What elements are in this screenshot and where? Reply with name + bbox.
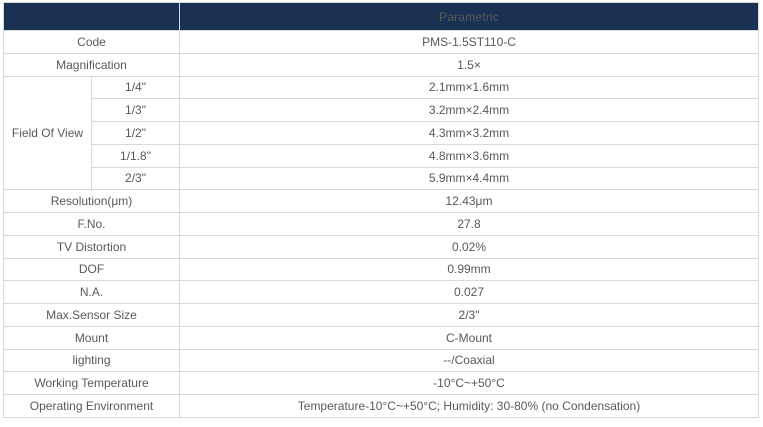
table-row: Code PMS-1.5ST110-C: [3, 30, 759, 54]
row-label-na: N.A.: [3, 280, 180, 304]
row-sublabel-fov-third: 1/3": [91, 98, 180, 122]
table-row: Mount C-Mount: [3, 325, 759, 350]
parametric-spec-table: Parametric Code PMS-1.5ST110-C Magnifica…: [3, 2, 759, 418]
row-label-code: Code: [3, 30, 180, 54]
table-row: Operating Environment Temperature-10°C~+…: [3, 394, 759, 418]
table-row: F.No. 27.8: [3, 212, 759, 236]
table-title: Parametric: [179, 2, 759, 31]
table-row: Field Of View 1/4" 2.1mm×1.6mm: [3, 75, 759, 191]
row-value-resolution: 12.43μm: [179, 189, 759, 213]
table-row: Magnification 1.5×: [3, 52, 759, 77]
row-label-magnification: Magnification: [3, 52, 180, 77]
row-value-mount: C-Mount: [179, 325, 759, 350]
table-row: Max.Sensor Size 2/3": [3, 303, 759, 327]
row-sublabel-fov-1-1-8: 1/1.8": [91, 143, 180, 168]
row-value-tv-distortion: 0.02%: [179, 234, 759, 259]
row-sublabel-fov-quarter: 1/4": [91, 75, 180, 100]
row-label-resolution: Resolution(μm): [3, 189, 180, 213]
row-label-tv-distortion: TV Distortion: [3, 234, 180, 259]
row-sublabel-fov-2-3: 2/3": [91, 166, 180, 191]
row-sublabel-fov-half: 1/2": [91, 121, 180, 145]
table-row: DOF 0.99mm: [3, 257, 759, 282]
row-label-mount: Mount: [3, 325, 180, 350]
row-value-fov-third: 3.2mm×2.4mm: [179, 98, 759, 122]
table-row: lighting --/Coaxial: [3, 348, 759, 373]
row-label-working-temp: Working Temperature: [3, 371, 180, 395]
row-value-na: 0.027: [179, 280, 759, 304]
row-group-label-fov: Field Of View: [3, 75, 92, 191]
table-row: 1/1.8" 4.8mm×3.6mm: [4, 143, 759, 168]
row-value-max-sensor: 2/3": [179, 303, 759, 327]
row-value-fov-2-3: 5.9mm×4.4mm: [179, 166, 759, 191]
row-label-lighting: lighting: [3, 348, 180, 373]
table-row: Resolution(μm) 12.43μm: [3, 189, 759, 213]
row-value-fov-1-1-8: 4.8mm×3.6mm: [179, 143, 759, 168]
table-header-row: Parametric: [3, 2, 759, 31]
row-label-fno: F.No.: [3, 212, 180, 236]
table-row: 1/2" 4.3mm×3.2mm: [4, 121, 759, 145]
row-value-working-temp: -10°C~+50°C: [179, 371, 759, 395]
table-row: Working Temperature -10°C~+50°C: [3, 371, 759, 395]
row-label-operating-env: Operating Environment: [3, 394, 180, 418]
table-row: TV Distortion 0.02%: [3, 234, 759, 259]
row-value-code: PMS-1.5ST110-C: [179, 30, 759, 54]
row-value-fov-quarter: 2.1mm×1.6mm: [179, 75, 759, 100]
row-value-dof: 0.99mm: [179, 257, 759, 282]
row-value-fno: 27.8: [179, 212, 759, 236]
row-value-fov-half: 4.3mm×3.2mm: [179, 121, 759, 145]
row-value-magnification: 1.5×: [179, 52, 759, 77]
table-header-spacer: [3, 2, 180, 31]
table-row: N.A. 0.027: [3, 280, 759, 304]
row-label-max-sensor: Max.Sensor Size: [3, 303, 180, 327]
table-row: 1/3" 3.2mm×2.4mm: [4, 98, 759, 122]
row-label-dof: DOF: [3, 257, 180, 282]
row-value-lighting: --/Coaxial: [179, 348, 759, 373]
table-row: 2/3" 5.9mm×4.4mm: [4, 166, 759, 191]
row-value-operating-env: Temperature-10°C~+50°C; Humidity: 30-80%…: [179, 394, 759, 418]
